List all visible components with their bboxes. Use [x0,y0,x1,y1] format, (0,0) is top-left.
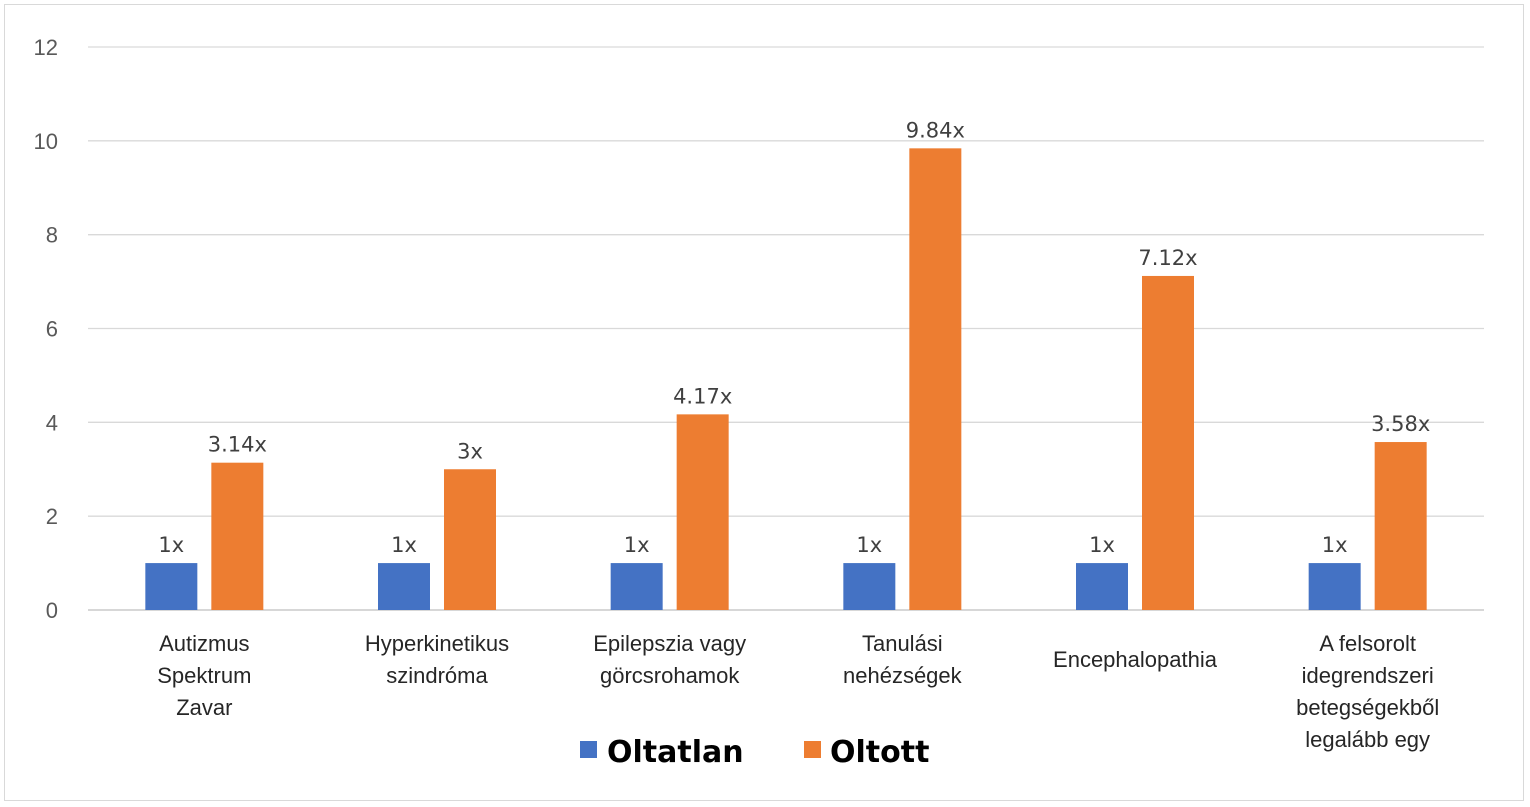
data-label-oltatlan: 1x [856,533,882,557]
data-label-oltatlan: 1x [391,533,417,557]
data-label-oltatlan: 1x [1089,533,1115,557]
bar-oltott [1142,275,1194,610]
bar-oltott [676,414,729,610]
category-label: Autizmus Spektrum Zavar [157,631,251,720]
data-label-oltott: 7.12x [1138,246,1197,270]
data-label-oltott: 3x [457,439,483,463]
data-labels: 1x 1x 1x 1x 1x 1x 3.14x 3x 4.17x 9.84x 7.12x 3.58x [158,118,1430,557]
y-tick-label: 2 [46,504,58,529]
data-label-oltatlan: 1x [158,533,184,557]
category-label: Epilepszia vagy görcsrohamok [593,631,746,688]
legend-swatch-oltatlan [580,741,597,758]
category-label: Tanulási nehézségek [843,631,963,688]
category-labels: Autizmus Spektrum Zavar Hyperkinetikus szind… [157,631,1439,752]
y-tick-label: 10 [34,129,58,154]
bar-oltatlan [1308,563,1361,610]
y-tick-label: 0 [46,598,58,623]
gridlines [88,46,1484,611]
y-tick-label: 4 [46,410,58,435]
y-tick-label: 6 [46,317,58,342]
y-tick-label: 8 [46,223,58,248]
bar-oltatlan [145,563,198,610]
legend: Oltatlan Oltott [580,735,929,770]
bars [145,148,1427,610]
bar-oltott [211,462,264,610]
chart-frame [4,4,1524,801]
data-label-oltatlan: 1x [624,533,650,557]
bar-oltatlan [1076,563,1128,610]
data-label-oltott: 9.84x [906,118,965,142]
data-label-oltott: 4.17x [673,384,732,408]
legend-swatch-oltott [804,741,821,758]
y-axis-tick-labels: 0 2 4 6 8 10 12 [34,35,58,623]
data-label-oltott: 3.14x [208,433,267,457]
bar-oltatlan [610,563,663,610]
bar-oltott [444,469,496,610]
y-tick-label: 12 [34,35,58,60]
bar-oltatlan [843,563,896,610]
bar-oltott [909,148,962,610]
data-label-oltott: 3.58x [1371,412,1430,436]
data-label-oltatlan: 1x [1322,533,1348,557]
category-label: A felsorolt idegrendszeri betegségekből leg… [1296,631,1439,752]
legend-label-oltott: Oltott [830,735,929,770]
bar-oltott [1374,442,1427,610]
category-label: Hyperkinetikus szindróma [365,631,509,688]
bar-oltatlan [378,563,430,610]
category-label: Encephalopathia [1053,647,1218,672]
legend-label-oltatlan: Oltatlan [607,735,744,770]
